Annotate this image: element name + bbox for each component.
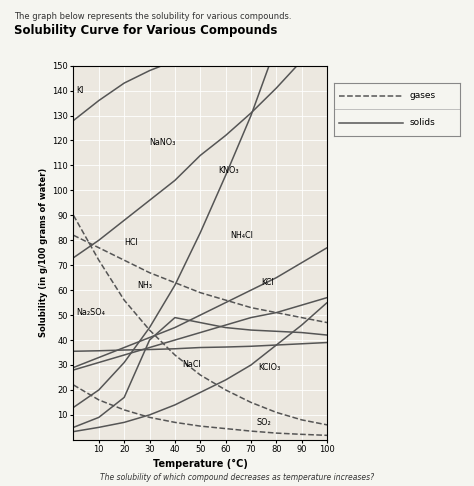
Text: Na₂SO₄: Na₂SO₄ xyxy=(76,308,105,317)
Text: gases: gases xyxy=(410,91,436,101)
Text: KI: KI xyxy=(76,86,83,95)
Text: KClO₃: KClO₃ xyxy=(259,363,281,372)
Text: SO₂: SO₂ xyxy=(256,418,271,427)
Text: KCl: KCl xyxy=(261,278,274,287)
Text: solids: solids xyxy=(410,118,435,127)
Text: Solubility Curve for Various Compounds: Solubility Curve for Various Compounds xyxy=(14,24,278,37)
Text: KNO₃: KNO₃ xyxy=(218,166,238,175)
Text: HCl: HCl xyxy=(124,238,138,247)
Text: NH₄Cl: NH₄Cl xyxy=(231,231,254,240)
Y-axis label: Solubility (in g/100 grams of water): Solubility (in g/100 grams of water) xyxy=(39,168,48,337)
Text: The graph below represents the solubility for various compounds.: The graph below represents the solubilit… xyxy=(14,12,292,21)
Text: The solubility of which compound decreases as temperature increases?: The solubility of which compound decreas… xyxy=(100,473,374,482)
Text: NH₃: NH₃ xyxy=(137,280,152,290)
Text: NaNO₃: NaNO₃ xyxy=(150,139,176,147)
Text: NaCl: NaCl xyxy=(182,361,201,369)
X-axis label: Temperature (°C): Temperature (°C) xyxy=(153,459,248,469)
